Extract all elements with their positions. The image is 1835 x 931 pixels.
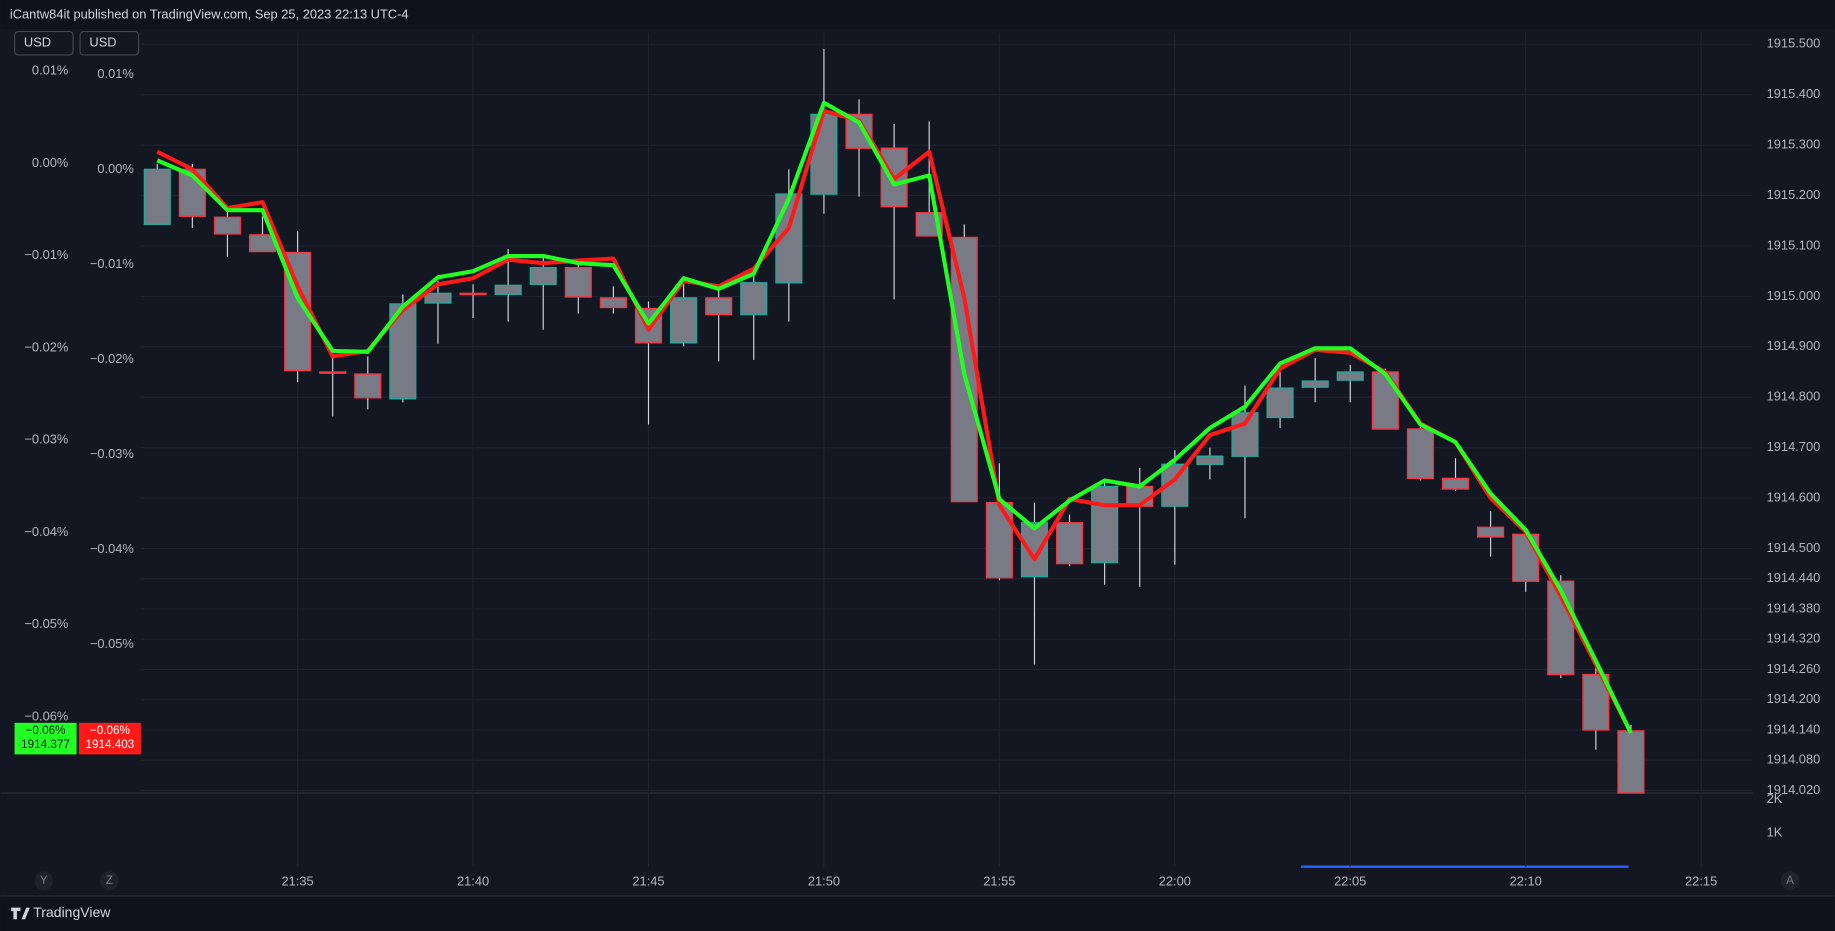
candle-body: [564, 266, 592, 298]
y-tick-label: 1914.500: [1767, 540, 1821, 555]
candle-body: [1091, 485, 1119, 564]
x-tick-label: 21:35: [282, 873, 314, 888]
y-tick-label: 1914.260: [1767, 661, 1821, 676]
candle-body: [1441, 477, 1470, 490]
candle-body: [705, 297, 733, 316]
y-tick-label: 1914.600: [1767, 489, 1821, 504]
y-tick-label: 1914.900: [1767, 338, 1821, 353]
pct-tick-label: −0.03%: [90, 446, 134, 461]
x-tick-label: 22:05: [1334, 873, 1366, 888]
candle-body: [1301, 380, 1329, 388]
last-value-box: [78, 722, 141, 755]
y-tick-label: 1915.000: [1767, 288, 1821, 303]
candle-body: [1477, 526, 1505, 538]
pane-button[interactable]: [99, 871, 119, 891]
candle-body: [1266, 387, 1294, 419]
y-tick-label: 1915.400: [1767, 86, 1821, 101]
header-text: iCantw84it published on TradingView.com,…: [10, 7, 409, 22]
candle-body: [213, 216, 242, 235]
footer-bar: [0, 895, 1835, 931]
candle-body: [354, 373, 382, 399]
candle-body: [1231, 412, 1259, 457]
y-tick-label: 1915.500: [1767, 36, 1821, 51]
y-tick-label: 1914.440: [1767, 570, 1821, 585]
pct-tick-label: 0.01%: [32, 63, 68, 78]
grid: [140, 32, 1753, 867]
currency-button-label[interactable]: USD: [89, 35, 116, 50]
candle-body: [775, 193, 803, 284]
candle-body: [529, 266, 557, 286]
y-tick-label: 1914.020: [1767, 782, 1821, 797]
last-value-price: 1914.377: [21, 738, 70, 751]
pct-tick-label: −0.01%: [90, 256, 134, 271]
pct-tick-label: −0.04%: [24, 524, 68, 539]
last-value-pct: −0.06%: [90, 724, 130, 737]
y-tick-label: 1914.700: [1767, 439, 1821, 454]
pane-button[interactable]: [1780, 871, 1800, 891]
x-tick-label: 21:55: [983, 873, 1015, 888]
pane-button-label[interactable]: Z: [106, 874, 113, 887]
y-tick-label: 1915.300: [1767, 137, 1821, 152]
x-tick-label: 22:10: [1510, 873, 1542, 888]
candle-body: [599, 297, 627, 309]
pct-tick-label: 0.00%: [97, 161, 133, 176]
candle-body: [1617, 730, 1645, 794]
candle-body: [459, 292, 487, 296]
pct-tick-label: −0.05%: [24, 616, 68, 631]
x-tick-label: 22:15: [1685, 873, 1717, 888]
volume-tick-label: 1K: [1767, 825, 1783, 840]
x-tick-label: 22:00: [1159, 873, 1191, 888]
candle-body: [494, 284, 522, 296]
y-tick-label: 1915.200: [1767, 187, 1821, 202]
last-value-box: [14, 722, 77, 755]
y-tick-label: 1915.100: [1767, 237, 1821, 252]
last-value-pct: −0.06%: [26, 724, 66, 737]
candle-body: [1406, 428, 1434, 480]
tv-logo: [11, 907, 30, 920]
series-line: [156, 100, 1633, 734]
pct-tick-label: −0.06%: [24, 708, 68, 723]
candle-body: [740, 282, 768, 316]
candle-body: [1371, 371, 1399, 430]
candle-body: [1020, 522, 1049, 578]
pct-tick-label: −0.02%: [90, 351, 134, 366]
pct-tick-label: −0.05%: [90, 636, 134, 651]
x-tick-label: 21:50: [808, 873, 840, 888]
candle-body: [985, 501, 1013, 579]
y-tick-label: 1914.080: [1767, 752, 1821, 767]
last-value-price: 1914.403: [86, 738, 135, 751]
pct-tick-label: −0.02%: [24, 339, 68, 354]
volume-tick-label: 2K: [1767, 791, 1783, 806]
candle-body: [143, 168, 171, 226]
y-tick-label: 1914.380: [1767, 600, 1821, 615]
candle-body: [1336, 371, 1364, 381]
footer-text: TradingView: [33, 904, 111, 920]
x-tick-label: 21:45: [632, 873, 664, 888]
y-tick-label: 1914.800: [1767, 389, 1821, 404]
pct-tick-label: −0.01%: [24, 247, 68, 262]
candle-body: [424, 292, 452, 304]
currency-button[interactable]: [13, 30, 74, 56]
y-tick-label: 1914.200: [1767, 691, 1821, 706]
pct-tick-label: −0.04%: [90, 541, 134, 556]
pct-tick-label: 0.01%: [97, 66, 133, 81]
header-bar: [0, 0, 1835, 30]
pct-tick-label: 0.00%: [32, 155, 68, 170]
pane-button-label[interactable]: Y: [40, 874, 48, 887]
pane-button[interactable]: [34, 871, 54, 891]
candle-body: [1196, 455, 1224, 465]
currency-button[interactable]: [79, 30, 140, 56]
candle-body: [1055, 522, 1084, 565]
candle-body: [670, 297, 698, 344]
y-tick-label: 1914.140: [1767, 721, 1821, 736]
x-tick-label: 21:40: [457, 873, 489, 888]
y-tick-label: 1914.320: [1767, 631, 1821, 646]
pane-button-label[interactable]: A: [1786, 874, 1794, 887]
candle-body: [319, 371, 347, 374]
currency-button-label[interactable]: USD: [24, 35, 51, 50]
pct-tick-label: −0.03%: [24, 432, 68, 447]
